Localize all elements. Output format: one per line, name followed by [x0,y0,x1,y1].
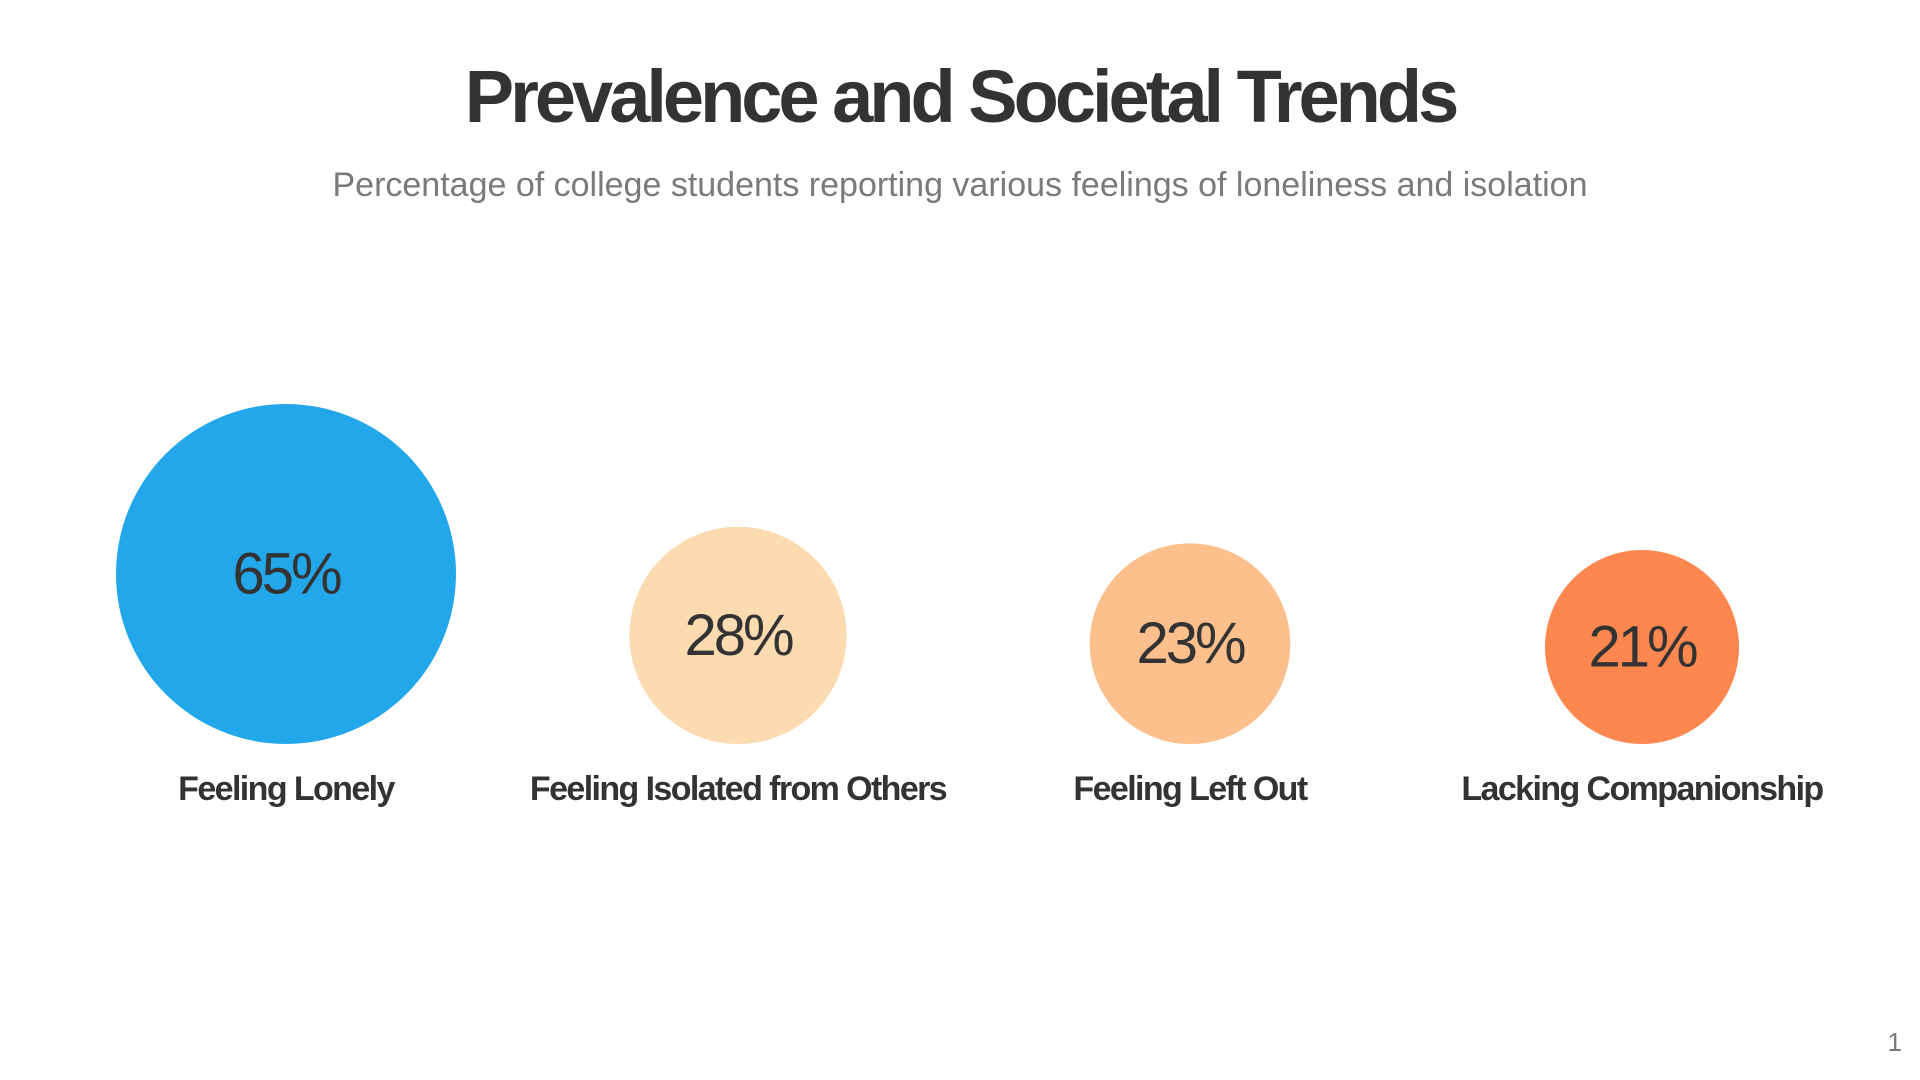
bubble-value-label: 21% [1588,615,1697,680]
bubble-1 [116,404,456,744]
page-number: 1 [1887,1027,1902,1057]
bubble-4 [1545,550,1739,744]
category-label: Feeling Left Out [1073,770,1307,808]
bubble-value-label: 23% [1136,611,1245,676]
page-title: Prevalence and Societal Trends [464,55,1460,138]
bubble-3 [1089,543,1291,744]
bubble-value-label: 28% [684,603,793,668]
category-label: Lacking Companionship [1461,770,1823,808]
page-subtitle: Percentage of college students reporting… [332,166,1588,204]
category-label: Feeling Lonely [178,770,395,808]
bubble-2 [629,526,847,744]
bubble-value-label: 65% [232,542,341,607]
category-label: Feeling Isolated from Others [530,770,947,808]
